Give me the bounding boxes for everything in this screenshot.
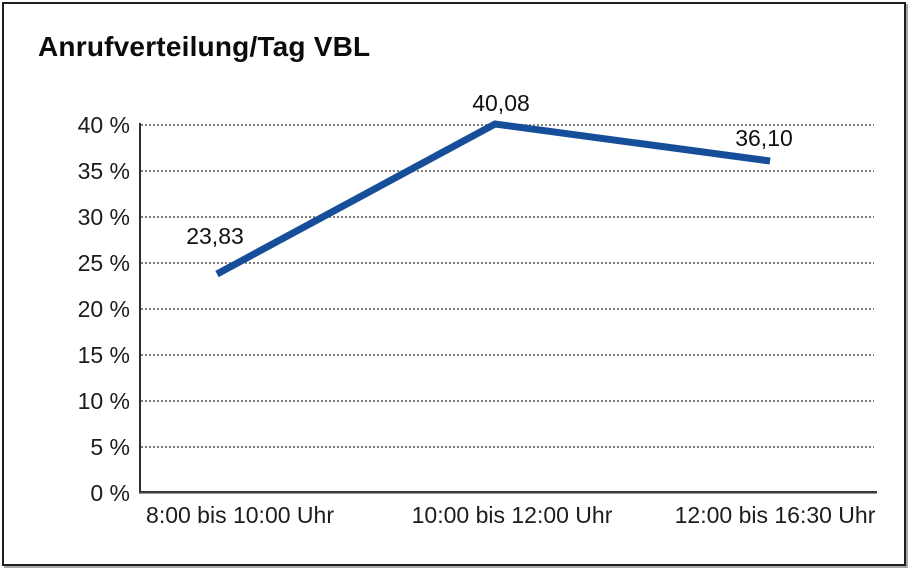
y-axis-tick-label: 5 % bbox=[90, 434, 130, 460]
y-axis-tick-label: 30 % bbox=[77, 204, 130, 230]
y-axis-tick-label: 0 % bbox=[90, 480, 130, 506]
gridline bbox=[141, 308, 874, 310]
y-axis-tick-label: 20 % bbox=[77, 296, 130, 322]
y-axis-line bbox=[139, 123, 141, 494]
x-axis-category-label: 10:00 bis 12:00 Uhr bbox=[411, 502, 613, 528]
gridline bbox=[141, 216, 874, 218]
y-axis-tick-label: 10 % bbox=[77, 388, 130, 414]
data-point-label: 40,08 bbox=[472, 90, 530, 116]
gridline bbox=[141, 446, 874, 448]
data-point-label: 23,83 bbox=[186, 223, 244, 249]
gridline bbox=[141, 400, 874, 402]
gridline bbox=[141, 262, 874, 264]
data-point-label: 36,10 bbox=[735, 125, 793, 151]
gridline bbox=[141, 170, 874, 172]
chart-title: Anrufverteilung/Tag VBL bbox=[38, 31, 371, 62]
x-axis-line bbox=[139, 491, 877, 494]
x-axis-category-label: 8:00 bis 10:00 Uhr bbox=[146, 502, 334, 528]
y-axis-tick-label: 25 % bbox=[77, 250, 130, 276]
y-axis-tick-label: 15 % bbox=[77, 342, 130, 368]
x-axis-category-label: 12:00 bis 16:30 Uhr bbox=[674, 502, 876, 528]
y-axis-tick-label: 35 % bbox=[77, 158, 130, 184]
chart-frame bbox=[2, 2, 906, 566]
gridline bbox=[141, 354, 874, 356]
y-axis-tick-label: 40 % bbox=[77, 112, 130, 138]
